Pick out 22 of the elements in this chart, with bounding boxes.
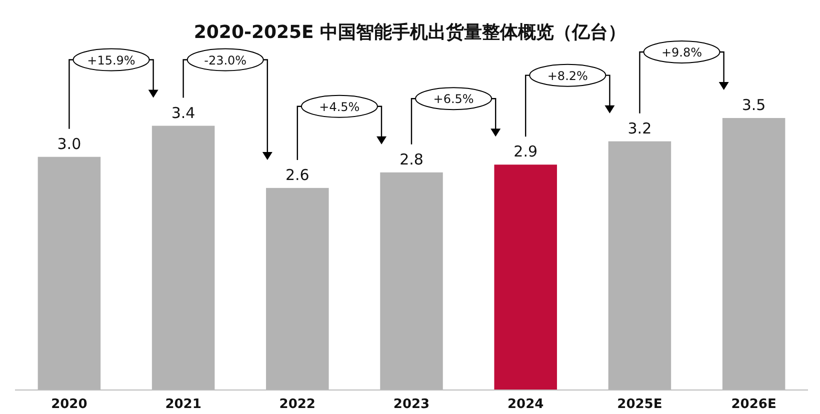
data-label: 2.8 — [400, 150, 424, 168]
text: +15.9% — [87, 53, 136, 68]
x-tick-label: 2023 — [393, 397, 430, 412]
x-tick-label: 2025E — [617, 397, 662, 412]
text: -23.0% — [204, 53, 247, 68]
data-label: 2.6 — [285, 166, 310, 184]
text: +8.2% — [547, 68, 588, 83]
bar — [494, 164, 557, 390]
x-tick-label: 2022 — [279, 397, 316, 412]
data-label: 3.5 — [742, 96, 766, 114]
data-label: 3.0 — [57, 134, 82, 153]
data-label: 3.2 — [628, 119, 652, 138]
text: +9.8% — [661, 46, 702, 60]
x-tick-label: 2024 — [508, 397, 544, 412]
text: +6.5% — [433, 92, 474, 106]
text: +4.5% — [319, 100, 360, 114]
chart-title: 2020-2025E 中国智能手机出货量整体概览（亿台） — [194, 22, 626, 43]
x-tick-label: 2021 — [165, 397, 202, 412]
x-tick-label: 2026E — [731, 397, 776, 412]
x-tick-label: 2020 — [51, 397, 88, 412]
data-label: 3.4 — [171, 104, 196, 122]
data-label: 2.9 — [514, 142, 538, 161]
